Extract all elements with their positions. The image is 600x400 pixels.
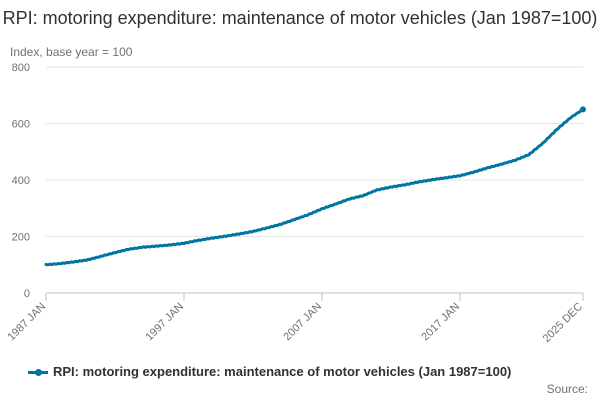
x-tick-label: 2017 JAN bbox=[419, 301, 462, 344]
chart-title: RPI: motoring expenditure: maintenance o… bbox=[2, 8, 598, 28]
y-tick-label: 400 bbox=[12, 175, 30, 187]
y-tick-label: 600 bbox=[12, 119, 30, 131]
series-layer bbox=[44, 106, 586, 267]
axes: 0 200 400 600 800 1987 JAN 1997 JAN 2007 JAN 201… bbox=[5, 62, 585, 345]
legend-line-marker bbox=[28, 366, 48, 378]
y-tick-label: 0 bbox=[24, 288, 30, 300]
legend[interactable]: RPI: motoring expenditure: maintenance o… bbox=[28, 364, 511, 379]
y-axis-label: Index, base year = 100 bbox=[10, 45, 133, 59]
source-label: Source: bbox=[546, 382, 588, 396]
legend-label: RPI: motoring expenditure: maintenance o… bbox=[53, 364, 512, 379]
x-tick-label: 1987 JAN bbox=[5, 301, 48, 344]
gridlines bbox=[46, 66, 583, 237]
y-tick-label: 800 bbox=[12, 62, 30, 74]
x-tick-label: 2025 DEC bbox=[541, 301, 585, 345]
x-tick-label: 1997 JAN bbox=[143, 301, 186, 344]
series-end-point bbox=[580, 106, 586, 113]
x-tick-label: 2007 JAN bbox=[281, 301, 324, 344]
series-line bbox=[44, 107, 585, 267]
y-tick-label: 200 bbox=[12, 232, 30, 244]
